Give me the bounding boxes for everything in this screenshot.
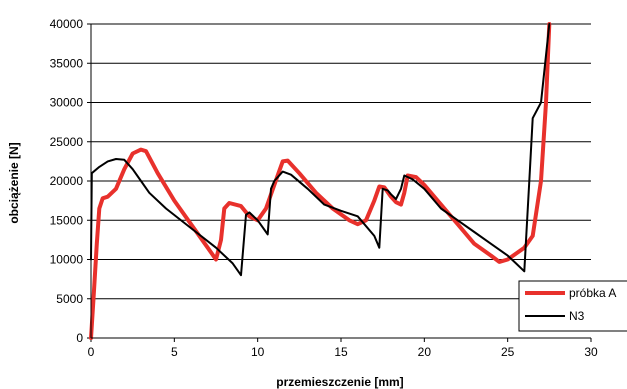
x-axis-ticks: 0 5 10 15 20 25 30	[88, 338, 598, 359]
x-tick-label: 0	[88, 345, 95, 359]
x-tick-label: 30	[584, 345, 598, 359]
x-tick-label: 20	[418, 345, 432, 359]
y-tick-label: 25000	[50, 135, 84, 149]
legend-box	[518, 280, 627, 332]
x-tick-label: 5	[171, 345, 178, 359]
y-tick-label: 30000	[50, 96, 84, 110]
y-tick-label: 5000	[56, 292, 83, 306]
y-tick-label: 15000	[50, 213, 84, 227]
y-tick-label: 10000	[50, 253, 84, 267]
y-axis-ticks: 0 5000 10000 15000 20000 25000 30000 35000 40000	[50, 17, 91, 345]
series-line-probka-a	[89, 22, 552, 340]
series-group	[89, 22, 552, 340]
y-tick-label: 20000	[50, 174, 84, 188]
axes	[90, 24, 591, 339]
x-axis-title: przemieszczenie [mm]	[276, 375, 403, 389]
gridlines	[91, 23, 591, 300]
x-tick-label: 15	[334, 345, 348, 359]
legend-label: N3	[569, 309, 585, 323]
legend: próbka A N3	[518, 280, 627, 332]
x-tick-label: 25	[501, 345, 515, 359]
y-tick-label: 35000	[50, 56, 84, 70]
y-axis-title: obciążenie [N]	[7, 142, 21, 223]
y-tick-label: 40000	[50, 17, 84, 31]
series-line-n3	[90, 23, 551, 277]
legend-label: próbka A	[569, 286, 616, 300]
x-tick-label: 10	[251, 345, 265, 359]
y-tick-label: 0	[76, 331, 83, 345]
